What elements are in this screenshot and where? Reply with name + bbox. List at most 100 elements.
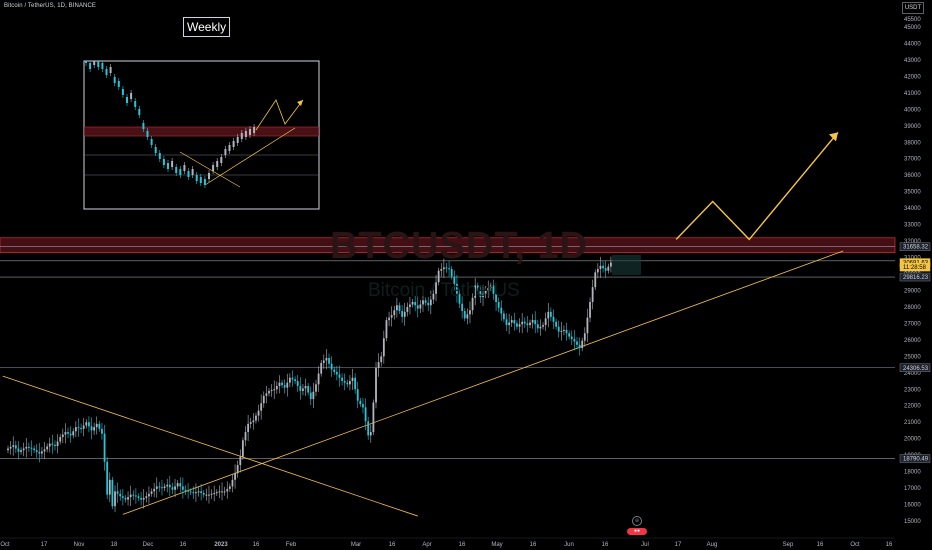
candle-body — [440, 269, 443, 271]
candle-body — [25, 446, 28, 449]
candle-body — [155, 486, 158, 489]
last-candles-highlight — [612, 255, 641, 275]
candle-body — [529, 322, 531, 326]
price-tick-label: 43000 — [904, 58, 921, 64]
candle-body — [317, 373, 320, 385]
watermark-subtitle: Bitcoin / TetherUS — [368, 280, 520, 301]
time-tick-label: 16 — [886, 542, 893, 548]
candle-body — [589, 301, 591, 318]
inset-candle-body — [220, 157, 223, 163]
add-indicator-icon[interactable]: ⊕ — [632, 516, 642, 526]
candle-body — [328, 357, 330, 364]
candle-body — [189, 491, 192, 493]
time-tick-label: 16 — [602, 542, 609, 548]
candle-body — [333, 369, 336, 372]
candle-body — [226, 488, 229, 492]
candle-body — [607, 266, 610, 271]
candle-body — [388, 317, 390, 321]
candle-body — [124, 497, 127, 500]
candle-body — [210, 493, 213, 495]
candle-body — [299, 385, 302, 391]
time-tick-label: 16 — [459, 542, 466, 548]
candle-body — [150, 491, 153, 494]
price-tick-label: 28000 — [904, 305, 921, 311]
candle-body — [409, 304, 411, 307]
inset-candle-body — [232, 141, 235, 147]
weekly-label: Weekly — [183, 17, 231, 37]
time-tick-label: Jul — [641, 542, 649, 548]
price-tick-label: 16000 — [904, 503, 921, 509]
candle-body — [367, 421, 370, 436]
resistance-zone — [0, 237, 895, 253]
candle-body — [531, 320, 534, 323]
candle-body — [456, 283, 458, 294]
price-tick-label: 45500 — [904, 17, 921, 23]
candle-body — [239, 456, 242, 466]
candle-body — [93, 427, 96, 431]
candle-body — [427, 302, 430, 306]
candle-body — [406, 306, 409, 312]
events-badge[interactable]: ●● — [627, 528, 647, 535]
inset-candle-body — [179, 169, 182, 175]
candle-body — [90, 426, 93, 431]
candle-body — [432, 293, 435, 300]
inset-candle-body — [101, 63, 104, 69]
price-label-box — [899, 454, 931, 463]
candle-body — [174, 486, 176, 490]
candle-body — [594, 272, 597, 288]
candle-body — [101, 428, 103, 434]
candle-body — [197, 491, 200, 493]
candle-body — [568, 333, 571, 337]
candle-body — [349, 381, 351, 385]
inset-candle-body — [134, 101, 137, 107]
candle-body — [181, 486, 184, 490]
trendline-descending — [2, 375, 418, 517]
price-tick-label: 35000 — [904, 190, 921, 196]
candle-body — [375, 367, 377, 403]
price-tick-label: 27000 — [904, 321, 921, 327]
candle-body — [200, 491, 203, 494]
inset-candle-body — [121, 89, 124, 95]
inset-candle-body — [167, 163, 169, 169]
candle-body — [424, 300, 427, 303]
price-label-box — [899, 242, 931, 251]
candle-body — [484, 290, 487, 294]
price-tick-label: 17000 — [904, 486, 921, 492]
price-label-box — [899, 262, 931, 272]
candle-body — [536, 324, 539, 329]
candle-body — [114, 491, 116, 507]
candle-body — [294, 379, 296, 382]
candle-body — [228, 486, 231, 489]
candle-body — [223, 491, 226, 493]
candle-body — [20, 450, 22, 452]
candle-body — [482, 293, 484, 298]
inset-candle-body — [85, 61, 87, 63]
candle-body — [43, 449, 46, 452]
inset-candle-body — [158, 153, 161, 159]
candle-body — [17, 448, 20, 452]
candle-body — [312, 391, 315, 400]
candle-body — [244, 432, 247, 441]
price-label: 11:28:58 — [903, 265, 927, 271]
time-tick-label: Oct — [0, 542, 10, 548]
candle-body — [453, 276, 456, 284]
candle-body — [343, 381, 346, 383]
inset-candle-body — [154, 147, 157, 153]
price-tick-label: 44000 — [904, 41, 921, 47]
candle-body — [74, 427, 77, 432]
inset-candle-body — [146, 131, 149, 137]
candle-body — [184, 489, 187, 491]
price-tick-label: 36000 — [904, 173, 921, 179]
candle-body — [153, 488, 156, 492]
candle-body — [168, 484, 171, 488]
candle-body — [602, 265, 604, 269]
candle-body — [401, 311, 404, 317]
currency-button[interactable]: USDT — [902, 2, 924, 14]
inset-candle-body — [195, 175, 198, 181]
candle-body — [526, 323, 529, 326]
candle-body — [377, 362, 380, 368]
time-axis[interactable]: Oct 17 Nov 18 Dec 16 2023 16 Feb Mar 16 Apr 16 May 16 J… — [0, 542, 893, 548]
candle-body — [296, 381, 299, 386]
candle-body — [351, 377, 354, 382]
